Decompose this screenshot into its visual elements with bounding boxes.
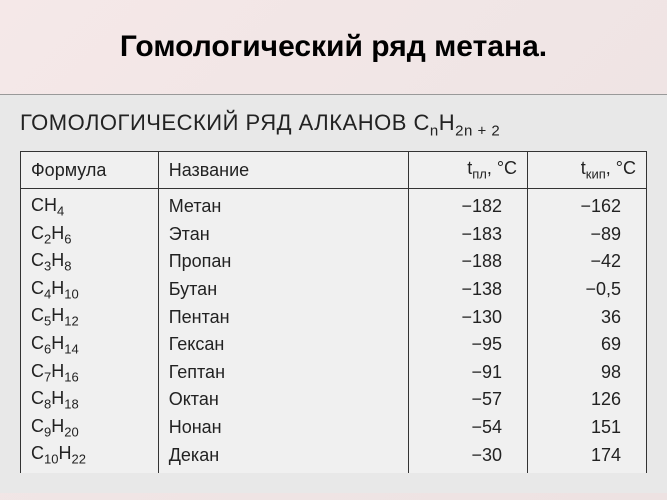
subtitle-mid: H xyxy=(439,110,455,135)
cell-melt: −138 xyxy=(409,276,528,304)
cell-boil: 151 xyxy=(528,414,647,442)
table-row: C7H16Гептан−9198 xyxy=(21,359,647,387)
cell-name: Этан xyxy=(158,221,408,249)
col-header-boil: tкип, °C xyxy=(528,152,647,189)
subtitle: ГОМОЛОГИЧЕСКИЙ РЯД АЛКАНОВ CnH2n + 2 xyxy=(20,110,647,139)
cell-boil: 69 xyxy=(528,331,647,359)
cell-formula: C2H6 xyxy=(21,221,159,249)
cell-melt: −30 xyxy=(409,441,528,473)
subtitle-sub2: 2n + 2 xyxy=(455,122,500,139)
table-row: CH4Метан−182−162 xyxy=(21,188,647,220)
cell-melt: −188 xyxy=(409,248,528,276)
cell-name: Нонан xyxy=(158,414,408,442)
col-header-formula: Формула xyxy=(21,152,159,189)
table-body: CH4Метан−182−162C2H6Этан−183−89C3H8Пропа… xyxy=(21,188,647,472)
melt-suffix: , °C xyxy=(487,158,517,178)
table-header-row: Формула Название tпл, °C tкип, °C xyxy=(21,152,647,189)
col-header-name: Название xyxy=(158,152,408,189)
table-row: C4H10Бутан−138−0,5 xyxy=(21,276,647,304)
cell-formula: C4H10 xyxy=(21,276,159,304)
cell-name: Гексан xyxy=(158,331,408,359)
cell-formula: C10H22 xyxy=(21,441,159,473)
cell-formula: C3H8 xyxy=(21,248,159,276)
cell-name: Метан xyxy=(158,188,408,220)
cell-name: Гептан xyxy=(158,359,408,387)
cell-melt: −183 xyxy=(409,221,528,249)
cell-melt: −91 xyxy=(409,359,528,387)
table-row: C3H8Пропан−188−42 xyxy=(21,248,647,276)
content-box: ГОМОЛОГИЧЕСКИЙ РЯД АЛКАНОВ CnH2n + 2 Фор… xyxy=(0,94,667,493)
cell-melt: −95 xyxy=(409,331,528,359)
table-row: C10H22Декан−30174 xyxy=(21,441,647,473)
cell-boil: 126 xyxy=(528,386,647,414)
cell-name: Декан xyxy=(158,441,408,473)
cell-name: Пропан xyxy=(158,248,408,276)
col-header-melt: tпл, °C xyxy=(409,152,528,189)
cell-boil: −162 xyxy=(528,188,647,220)
alkanes-table: Формула Название tпл, °C tкип, °C CH4Мет… xyxy=(20,151,647,473)
cell-boil: −42 xyxy=(528,248,647,276)
cell-formula: CH4 xyxy=(21,188,159,220)
table-row: C5H12Пентан−13036 xyxy=(21,303,647,331)
cell-formula: C9H20 xyxy=(21,414,159,442)
cell-boil: 36 xyxy=(528,303,647,331)
cell-formula: C7H16 xyxy=(21,359,159,387)
table-row: C8H18Октан−57126 xyxy=(21,386,647,414)
table-row: C9H20Нонан−54151 xyxy=(21,414,647,442)
cell-melt: −57 xyxy=(409,386,528,414)
cell-name: Бутан xyxy=(158,276,408,304)
cell-formula: C5H12 xyxy=(21,303,159,331)
title-area: Гомологический ряд метана. xyxy=(0,0,667,84)
cell-boil: 174 xyxy=(528,441,647,473)
cell-name: Октан xyxy=(158,386,408,414)
cell-melt: −130 xyxy=(409,303,528,331)
cell-boil: −0,5 xyxy=(528,276,647,304)
melt-sub: пл xyxy=(472,167,487,182)
page-title: Гомологический ряд метана. xyxy=(40,30,627,64)
cell-boil: 98 xyxy=(528,359,647,387)
subtitle-text: ГОМОЛОГИЧЕСКИЙ РЯД АЛКАНОВ C xyxy=(20,110,430,135)
subtitle-sub1: n xyxy=(430,122,439,139)
cell-formula: C8H18 xyxy=(21,386,159,414)
boil-sub: кип xyxy=(586,167,606,182)
cell-formula: C6H14 xyxy=(21,331,159,359)
cell-melt: −54 xyxy=(409,414,528,442)
cell-melt: −182 xyxy=(409,188,528,220)
cell-boil: −89 xyxy=(528,221,647,249)
cell-name: Пентан xyxy=(158,303,408,331)
table-row: C2H6Этан−183−89 xyxy=(21,221,647,249)
boil-suffix: , °C xyxy=(606,158,636,178)
table-row: C6H14Гексан−9569 xyxy=(21,331,647,359)
